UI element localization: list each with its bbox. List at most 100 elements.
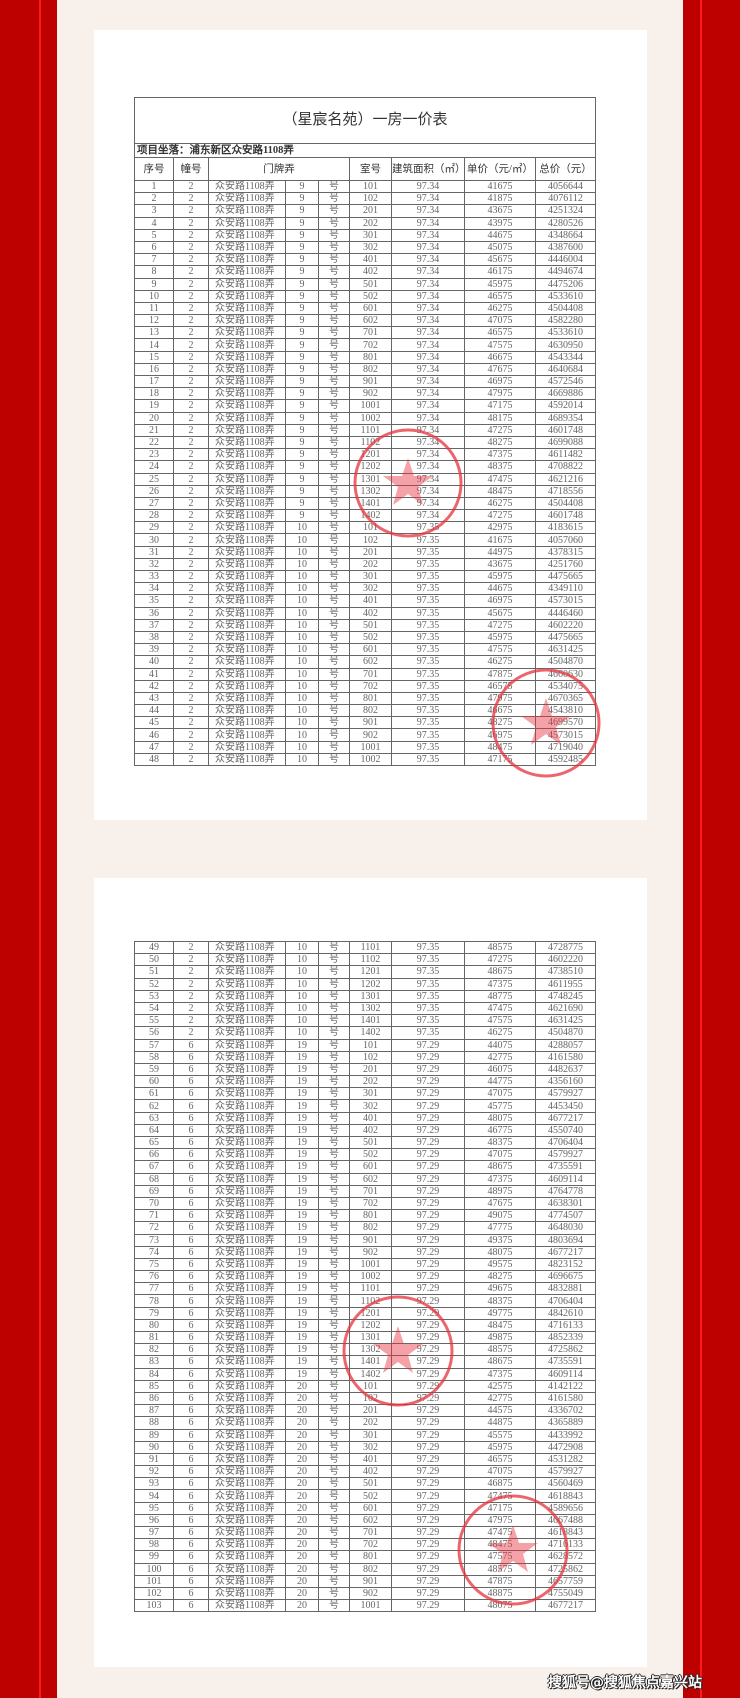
area: 97.29 — [391, 1160, 465, 1174]
building-no: 6 — [173, 1318, 209, 1333]
total-price: 4764778 — [535, 1184, 596, 1198]
table-header: 序号 幢号 门牌弄 室号 建筑面积（㎡） 单价（元/㎡） 总价（元） — [134, 157, 597, 181]
total-price: 4699570 — [534, 716, 597, 730]
row-no: 100 — [134, 1562, 174, 1576]
hao: 号 — [318, 435, 350, 450]
unit-price: 42575 — [464, 1379, 536, 1393]
lane: 众安路1108弄 — [208, 1001, 286, 1016]
row-no: 99 — [134, 1550, 174, 1564]
building-no: 6 — [173, 1404, 209, 1418]
room-no: 702 — [349, 1538, 392, 1552]
total-price: 4533610 — [534, 326, 597, 340]
lane-number: 9 — [285, 179, 319, 194]
unit-price: 47075 — [464, 1465, 536, 1479]
lane: 众安路1108弄 — [208, 1586, 286, 1601]
lane-number: 10 — [285, 521, 319, 535]
total-price: 4543810 — [534, 704, 597, 718]
room-no: 701 — [349, 667, 392, 681]
hao: 号 — [318, 1586, 350, 1601]
area: 97.29 — [391, 1306, 465, 1320]
watermark: 搜狐号@搜狐焦点嘉兴站 — [548, 1675, 702, 1691]
table-row: 76 6 众安路1108弄 19 号 1002 97.29 48275 4696675 — [134, 1270, 596, 1284]
unit-price: 46975 — [464, 594, 536, 608]
building-no: 6 — [173, 1099, 209, 1113]
area: 97.29 — [391, 1477, 465, 1491]
lane-number: 10 — [285, 728, 319, 742]
building-no: 6 — [173, 1038, 209, 1052]
building-no: 2 — [173, 326, 209, 340]
table-row: 53 2 众安路1108弄 10 号 1301 97.35 48775 4748245 — [134, 989, 596, 1003]
table-row: 31 2 众安路1108弄 10 号 201 97.35 44975 4378315 — [134, 545, 597, 559]
unit-price: 47075 — [464, 314, 536, 328]
unit-price: 45775 — [464, 1099, 536, 1113]
area: 97.34 — [391, 448, 465, 462]
row-no: 9 — [134, 277, 174, 291]
lane-number: 19 — [285, 1135, 319, 1150]
room-no: 102 — [349, 1050, 392, 1064]
area: 97.35 — [391, 1014, 465, 1028]
table-row: 81 6 众安路1108弄 19 号 1301 97.29 49875 4852339 — [134, 1330, 596, 1345]
table-row: 103 6 众安路1108弄 20 号 1001 97.29 48075 4677217 — [134, 1599, 596, 1613]
row-no: 16 — [134, 362, 174, 377]
unit-price: 48575 — [464, 1562, 536, 1576]
total-price: 4689354 — [534, 411, 597, 425]
lane: 众安路1108弄 — [208, 606, 286, 620]
row-no: 29 — [134, 521, 174, 535]
room-no: 902 — [349, 1245, 392, 1259]
table-row: 29 2 众安路1108弄 10 号 101 97.35 42975 4183615 — [134, 521, 597, 535]
area: 97.34 — [391, 435, 465, 450]
building-no: 6 — [173, 1586, 209, 1601]
total-price: 4602220 — [534, 618, 597, 632]
area: 97.34 — [391, 204, 465, 218]
lane-number: 9 — [285, 216, 319, 230]
hao: 号 — [318, 1404, 350, 1418]
unit-price: 42775 — [464, 1391, 536, 1406]
lane: 众安路1108弄 — [208, 643, 286, 657]
hao: 号 — [318, 569, 350, 584]
table-row: 48 2 众安路1108弄 10 号 1002 97.35 47175 4592485 — [134, 752, 597, 767]
room-no: 102 — [349, 533, 392, 547]
hao: 号 — [318, 460, 350, 474]
lane: 众安路1108弄 — [208, 1391, 286, 1406]
building-no: 2 — [173, 228, 209, 242]
total-price: 4560469 — [535, 1477, 596, 1491]
lane-number: 19 — [285, 1184, 319, 1198]
table-row: 9 2 众安路1108弄 9 号 501 97.34 45975 4475206 — [134, 277, 597, 291]
col-header-address: 门牌弄 — [208, 157, 350, 181]
room-no: 702 — [349, 1196, 392, 1211]
lane: 众安路1108弄 — [208, 1075, 286, 1089]
area: 97.29 — [391, 1428, 465, 1442]
unit-price: 47375 — [464, 1367, 536, 1381]
lane: 众安路1108弄 — [208, 387, 286, 401]
lane: 众安路1108弄 — [208, 1282, 286, 1296]
lane-number: 19 — [285, 1196, 319, 1211]
lane: 众安路1108弄 — [208, 1038, 286, 1052]
room-no: 101 — [349, 1379, 392, 1393]
row-no: 26 — [134, 484, 174, 498]
row-no: 67 — [134, 1160, 174, 1174]
hao: 号 — [318, 691, 350, 706]
unit-price: 48075 — [464, 1599, 536, 1613]
total-price: 4677217 — [535, 1245, 596, 1259]
row-no: 57 — [134, 1038, 174, 1052]
total-price: 4669886 — [534, 387, 597, 401]
total-price: 4482637 — [535, 1062, 596, 1077]
area: 97.34 — [391, 374, 465, 389]
table-row: 66 6 众安路1108弄 19 号 502 97.29 47075 4579927 — [134, 1148, 596, 1162]
room-no: 501 — [349, 277, 392, 291]
building-no: 6 — [173, 1087, 209, 1101]
hao: 号 — [318, 265, 350, 279]
unit-price: 47775 — [464, 1221, 536, 1235]
building-no: 2 — [173, 387, 209, 401]
lane: 众安路1108弄 — [208, 1014, 286, 1028]
building-no: 2 — [173, 448, 209, 462]
building-no: 2 — [173, 216, 209, 230]
hao: 号 — [318, 1160, 350, 1174]
table-row: 93 6 众安路1108弄 20 号 501 97.29 46875 4560469 — [134, 1477, 596, 1491]
row-no: 82 — [134, 1343, 174, 1357]
lane: 众安路1108弄 — [208, 1599, 286, 1613]
area: 97.29 — [391, 1501, 465, 1515]
total-price: 4774507 — [535, 1209, 596, 1223]
hao: 号 — [318, 521, 350, 535]
unit-price: 48075 — [464, 1245, 536, 1259]
